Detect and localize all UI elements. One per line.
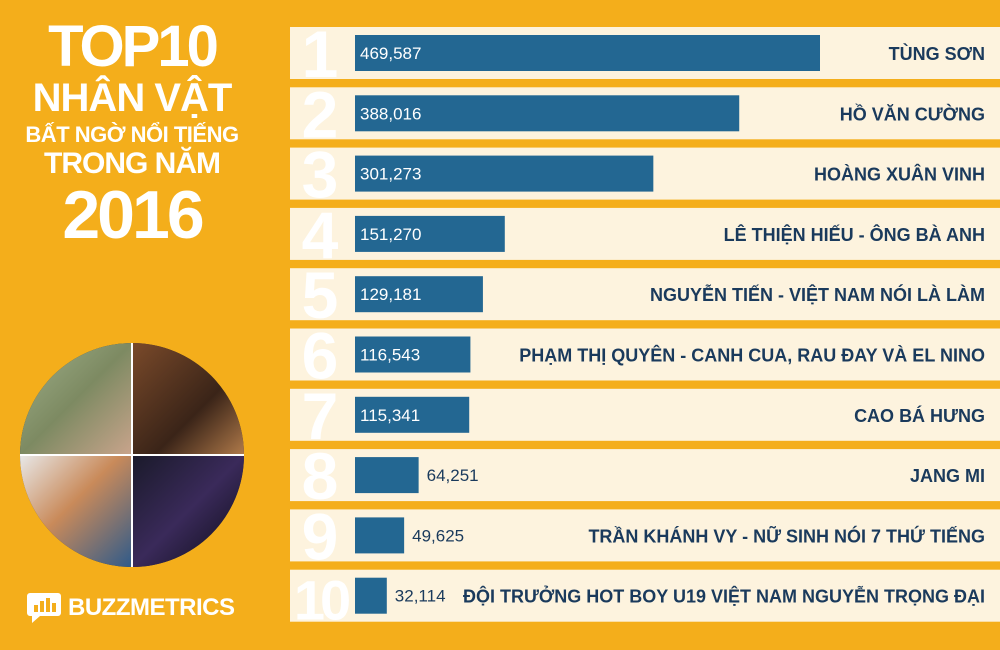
chart-row-8: 8 64,251 JANG MI — [290, 439, 1000, 513]
chart-row-6: 6 116,543 PHẠM THỊ QUYÊN - CANH CUA, RAU Đ… — [290, 319, 1000, 393]
bar — [355, 577, 387, 614]
chart-row-3: 3 301,273 HOÀNG XUÂN VINH — [290, 138, 1000, 212]
chart-row-5: 5 129,181 NGUYỄN TIẾN - VIỆT NAM NÓI LÀ LÀ… — [290, 258, 1000, 332]
value-label: 64,251 — [427, 466, 479, 485]
value-label: 116,543 — [360, 346, 420, 365]
bar — [355, 215, 505, 252]
person-name: PHẠM THỊ QUYÊN - CANH CUA, RAU ĐAY VÀ EL… — [519, 345, 985, 366]
chart-row-9: 9 49,625 TRẦN KHÁNH VY - NỮ SINH NÓI 7 THỨ… — [290, 499, 1000, 573]
photo-person-3 — [20, 455, 132, 567]
bar — [355, 276, 483, 313]
photo-person-2 — [132, 343, 244, 455]
bar — [355, 155, 654, 192]
value-label: 469,587 — [360, 44, 421, 63]
chart-row-4: 4 151,270 LÊ THIỆN HIẾU - ÔNG BÀ ANH — [290, 198, 1000, 272]
chart-row-1: 1 469,587 TÙNG SƠN — [290, 17, 1000, 91]
photo-person-1 — [20, 343, 132, 455]
rank-number: 6 — [302, 319, 339, 393]
photo-divider-horizontal — [20, 454, 244, 456]
person-name: ĐỘI TRƯỞNG HOT BOY U19 VIỆT NAM NGUYỄN T… — [463, 586, 985, 607]
rank-number: 1 — [302, 17, 339, 91]
row-background — [290, 569, 1000, 622]
bar-chart-speech-icon — [27, 593, 61, 623]
brand-logo: BUZZMETRICS — [26, 591, 235, 625]
brand-name: BUZZMETRICS — [68, 594, 235, 621]
value-label: 32,114 — [395, 587, 446, 606]
rank-number: 5 — [302, 258, 339, 332]
person-name: HOÀNG XUÂN VINH — [814, 164, 985, 185]
title-year: 2016 — [62, 177, 204, 253]
rank-number: 10 — [294, 569, 349, 632]
title-line-1: TOP10 — [48, 14, 219, 79]
rank-number: 9 — [302, 499, 339, 573]
person-name: CAO BÁ HƯNG — [854, 405, 985, 426]
person-name: TRẦN KHÁNH VY - NỮ SINH NÓI 7 THỨ TIẾNG — [588, 525, 985, 546]
title-line-3: BẤT NGỜ NỔI TIẾNG — [25, 122, 239, 147]
person-name: NGUYỄN TIẾN - VIỆT NAM NÓI LÀ LÀM — [650, 284, 985, 305]
bar — [355, 95, 740, 132]
value-label: 129,181 — [360, 285, 421, 304]
rank-number: 8 — [302, 439, 339, 513]
rank-number: 4 — [302, 198, 339, 272]
title-line-2: NHÂN VẬT — [32, 76, 233, 120]
bar — [355, 35, 820, 71]
value-label: 49,625 — [412, 526, 464, 545]
value-label: 115,341 — [360, 406, 420, 425]
person-name: JANG MI — [910, 466, 985, 486]
rank-number: 7 — [302, 379, 339, 453]
infographic-title: TOP10 NHÂN VẬT BẤT NGỜ NỔI TIẾNG TRONG N… — [8, 14, 256, 253]
value-label: 301,273 — [360, 165, 421, 184]
value-label: 151,270 — [360, 225, 421, 244]
photo-collage — [20, 343, 244, 567]
bar — [355, 336, 471, 373]
photo-person-4 — [132, 455, 244, 567]
person-name: HỒ VĂN CƯỜNG — [840, 103, 985, 124]
rank-number: 2 — [302, 77, 339, 151]
person-name: TÙNG SƠN — [889, 43, 985, 64]
chart-row-7: 7 115,341 CAO BÁ HƯNG — [290, 379, 1000, 453]
title-line-4: TRONG NĂM — [44, 147, 221, 180]
bar — [355, 517, 405, 554]
chart-row-2: 2 388,016 HỒ VĂN CƯỜNG — [290, 77, 1000, 151]
value-label: 388,016 — [360, 104, 421, 123]
bar — [355, 457, 419, 494]
row-background — [290, 509, 1000, 562]
chart-row-10: 10 32,114 ĐỘI TRƯỞNG HOT BOY U19 VIỆT NAM … — [290, 569, 1000, 632]
rank-number: 3 — [302, 138, 339, 212]
person-name: LÊ THIỆN HIẾU - ÔNG BÀ ANH — [724, 224, 985, 245]
bar — [355, 396, 470, 433]
